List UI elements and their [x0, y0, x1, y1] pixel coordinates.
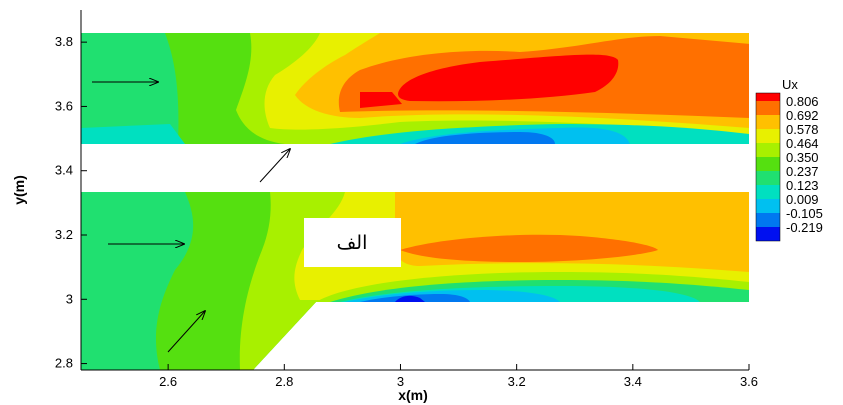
y-tick-label: 3.4 [55, 163, 73, 178]
legend-label: 0.350 [786, 150, 819, 165]
x-tick-label: 2.8 [275, 374, 293, 389]
contour-band [400, 234, 658, 262]
legend-label: 0.464 [786, 136, 819, 151]
annotation-box [304, 218, 401, 267]
legend-label: 0.123 [786, 178, 819, 193]
lower-channel-contours [81, 192, 749, 370]
x-tick-label: 3 [397, 374, 404, 389]
flow-arrows [92, 82, 290, 353]
x-tick-label: 3.4 [624, 374, 642, 389]
legend-label: -0.219 [786, 220, 823, 235]
contour-band [360, 92, 402, 108]
y-tick-label: 3.2 [55, 227, 73, 242]
upper-channel-contours [81, 33, 749, 144]
legend-swatch [756, 199, 780, 213]
legend-label: 0.806 [786, 94, 819, 109]
x-tick-label: 2.6 [159, 374, 177, 389]
y-tick-label: 2.8 [55, 356, 73, 371]
legend-swatch [756, 101, 780, 115]
y-tick-label: 3 [66, 291, 73, 306]
legend-swatch [756, 185, 780, 199]
legend-swatch-top [756, 93, 780, 101]
x-tick-label: 3.6 [740, 374, 758, 389]
legend-label: 0.009 [786, 192, 819, 207]
arrow-gap [259, 149, 290, 183]
legend-swatch [756, 143, 780, 157]
x-ticks: 2.6 2.8 3 3.2 3.4 3.6 [159, 364, 758, 389]
contour-band [81, 124, 185, 144]
annotation-label: الف [337, 232, 368, 254]
arrow-lower-diagonal [167, 311, 205, 353]
x-axis-title: x(m) [398, 387, 428, 403]
y-tick-label: 3.6 [55, 98, 73, 113]
legend: Ux 0.8060.6920.5780.4640.3500.2370.1230.… [755, 77, 823, 242]
legend-title: Ux [782, 77, 798, 92]
legend-swatch [756, 171, 780, 185]
legend-frame [755, 92, 781, 242]
y-axis-title: y(m) [11, 175, 27, 205]
legend-label: 0.237 [786, 164, 819, 179]
contour-band [81, 33, 179, 144]
legend-label: 0.578 [786, 122, 819, 137]
legend-swatch [756, 227, 780, 241]
contour-band [395, 295, 425, 302]
legend-label: -0.105 [786, 206, 823, 221]
legend-label: 0.692 [786, 108, 819, 123]
y-ticks: 2.8 3 3.2 3.4 3.6 3.8 [55, 34, 87, 371]
legend-swatch [756, 213, 780, 227]
contour-band [398, 54, 619, 102]
legend-swatch [756, 129, 780, 143]
x-tick-label: 3.2 [508, 374, 526, 389]
legend-swatch [756, 157, 780, 171]
contour-band [415, 132, 555, 144]
y-tick-label: 3.8 [55, 34, 73, 49]
legend-swatch [756, 115, 780, 129]
